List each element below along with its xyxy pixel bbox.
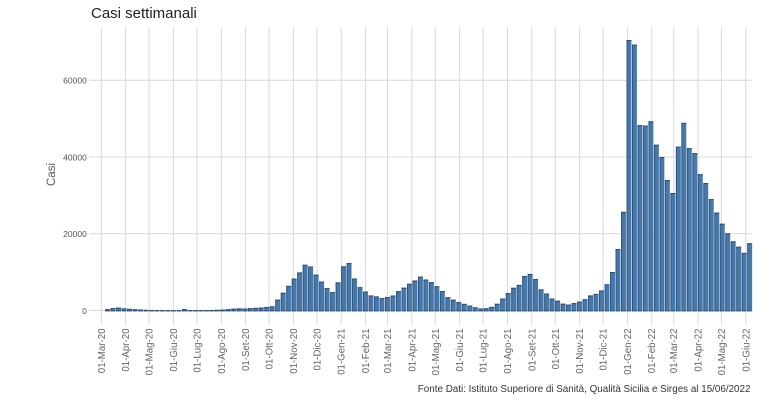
svg-text:40000: 40000 bbox=[63, 152, 87, 162]
svg-text:01-Nov-20: 01-Nov-20 bbox=[289, 328, 300, 374]
svg-text:60000: 60000 bbox=[63, 76, 87, 86]
svg-text:01-Nov-21: 01-Nov-21 bbox=[575, 329, 586, 374]
svg-text:01-Giu-20: 01-Giu-20 bbox=[169, 328, 180, 372]
svg-text:01-Giu-21: 01-Giu-21 bbox=[455, 329, 466, 372]
svg-text:Fonte Dati: Istituto Superiore: Fonte Dati: Istituto Superiore di Sanità… bbox=[418, 384, 751, 395]
svg-text:01-Mar-21: 01-Mar-21 bbox=[383, 329, 394, 374]
svg-text:01-Apr-21: 01-Apr-21 bbox=[407, 329, 418, 372]
svg-text:0: 0 bbox=[82, 306, 87, 316]
svg-text:01-Ott-20: 01-Ott-20 bbox=[265, 328, 276, 370]
svg-text:01-Lug-20: 01-Lug-20 bbox=[192, 328, 203, 373]
svg-text:01-Ott-21: 01-Ott-21 bbox=[551, 329, 562, 370]
svg-text:20000: 20000 bbox=[63, 229, 87, 239]
svg-text:01-Dic-21: 01-Dic-21 bbox=[599, 329, 610, 371]
svg-text:01-Ago-21: 01-Ago-21 bbox=[503, 329, 514, 374]
svg-text:01-Mag-20: 01-Mag-20 bbox=[145, 328, 156, 375]
svg-text:01-Mag-21: 01-Mag-21 bbox=[431, 329, 442, 376]
svg-text:Casi settimanali: Casi settimanali bbox=[91, 5, 197, 22]
svg-text:01-Gen-21: 01-Gen-21 bbox=[337, 329, 348, 375]
svg-text:01-Mag-22: 01-Mag-22 bbox=[717, 329, 728, 376]
svg-text:01-Giu-22: 01-Giu-22 bbox=[741, 329, 752, 372]
svg-text:01-Gen-22: 01-Gen-22 bbox=[623, 329, 634, 375]
svg-text:01-Lug-21: 01-Lug-21 bbox=[479, 329, 490, 373]
svg-text:01-Set-20: 01-Set-20 bbox=[241, 328, 252, 371]
svg-text:01-Ago-20: 01-Ago-20 bbox=[217, 328, 228, 374]
svg-text:Casi: Casi bbox=[46, 163, 58, 186]
svg-text:01-Feb-21: 01-Feb-21 bbox=[361, 329, 372, 374]
svg-text:01-Mar-20: 01-Mar-20 bbox=[97, 328, 108, 373]
svg-text:01-Mar-22: 01-Mar-22 bbox=[669, 329, 680, 374]
svg-text:01-Apr-20: 01-Apr-20 bbox=[121, 328, 132, 372]
svg-text:01-Apr-22: 01-Apr-22 bbox=[693, 329, 704, 372]
svg-text:01-Set-21: 01-Set-21 bbox=[527, 329, 538, 372]
svg-text:01-Feb-22: 01-Feb-22 bbox=[647, 329, 658, 374]
svg-text:01-Dic-20: 01-Dic-20 bbox=[312, 328, 323, 371]
